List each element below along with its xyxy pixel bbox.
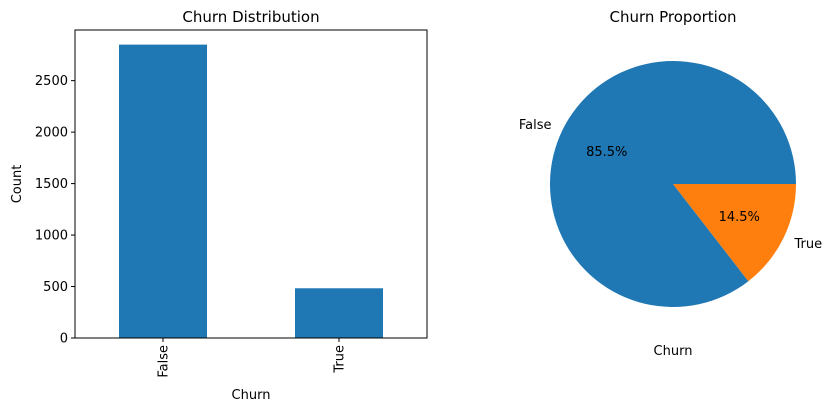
x-tick-label: True: [333, 345, 348, 374]
pie-label: True: [794, 237, 823, 252]
pie-slice-false: [549, 61, 796, 308]
pie-series: False 85.5% True 14.5%: [519, 61, 823, 308]
pie-axis-label: Churn: [654, 344, 693, 359]
bar-chart: Churn Distribution 05001000150020002500 …: [10, 8, 428, 403]
bar-true: [295, 288, 383, 338]
bar-series: [119, 44, 383, 338]
pie-chart: Churn Proportion False 85.5% True 14.5% Chu…: [519, 8, 822, 359]
pie-pct-label: 14.5%: [719, 210, 760, 225]
pie-label: False: [519, 118, 552, 133]
y-tick-label: 1000: [35, 229, 68, 244]
pie-slice-true: [673, 184, 796, 282]
bar-plot-frame: [74, 29, 428, 339]
y-tick-label: 2000: [35, 126, 68, 141]
bar-false: [119, 44, 207, 338]
x-tick-label: False: [157, 345, 172, 378]
y-tick-label: 2500: [35, 74, 68, 89]
bar-y-axis: 0 500 1000 1500 2000 2500: [35, 74, 75, 347]
bar-x-axis-label: Churn: [232, 388, 271, 403]
y-tick-label: 0: [60, 332, 68, 347]
y-tick-label: 1500: [35, 177, 68, 192]
bar-chart-title: Churn Distribution: [182, 8, 319, 26]
pie-pct-label: 85.5%: [586, 145, 627, 160]
y-tick-label: 500: [43, 280, 68, 295]
pie-chart-title: Churn Proportion: [609, 8, 736, 26]
bar-x-axis: False True: [157, 338, 348, 378]
bar-y-axis-label: Count: [10, 165, 25, 204]
